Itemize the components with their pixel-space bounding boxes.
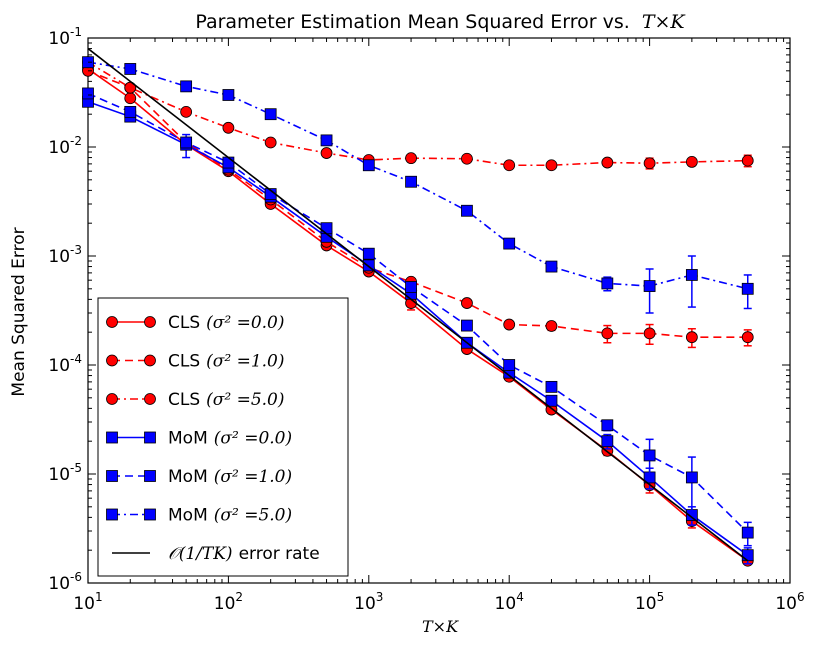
data-point	[545, 380, 558, 393]
x-tick-label: 102	[214, 590, 243, 614]
legend-marker	[106, 508, 118, 521]
data-point	[601, 435, 614, 448]
legend-label: CLS (σ² =0.0)	[168, 313, 285, 333]
plot-frame	[87, 37, 791, 584]
data-point	[741, 282, 754, 295]
y-axis-label: Mean Squared Error	[9, 227, 29, 396]
legend-marker	[144, 431, 156, 444]
data-point	[461, 319, 473, 332]
data-point	[503, 318, 516, 331]
data-point	[643, 327, 656, 340]
data-point	[461, 204, 473, 217]
legend-label: CLS (σ² =5.0)	[168, 390, 285, 410]
data-point	[461, 297, 473, 309]
data-point	[222, 121, 235, 134]
x-tick-label: 106	[775, 590, 804, 614]
data-point	[741, 154, 754, 167]
data-point	[124, 92, 137, 105]
legend-marker	[106, 354, 118, 367]
data-point	[264, 108, 277, 121]
data-point	[405, 281, 417, 293]
data-point	[601, 156, 614, 169]
data-point	[362, 247, 375, 260]
data-point	[545, 394, 558, 407]
y-tick-label: 10-5	[48, 461, 82, 485]
legend-marker	[106, 316, 118, 328]
x-axis-label: T×K	[422, 617, 459, 636]
data-point	[362, 259, 375, 272]
data-point	[461, 152, 473, 165]
data-point	[405, 152, 417, 165]
data-point	[545, 260, 558, 273]
data-point	[545, 320, 558, 332]
legend-marker	[144, 393, 156, 405]
data-point	[362, 159, 375, 172]
legend-marker	[144, 354, 156, 367]
data-point	[545, 159, 558, 172]
series-line	[87, 61, 748, 290]
legend-marker	[144, 316, 156, 328]
x-tick-label: 104	[495, 590, 524, 614]
legend-label: MoM (σ² =0.0)	[168, 429, 292, 449]
series-6	[87, 47, 749, 562]
data-point	[685, 155, 698, 168]
data-point	[685, 471, 698, 484]
legend-marker	[144, 508, 156, 521]
y-tick-label: 10-3	[48, 243, 82, 267]
data-point	[180, 80, 193, 93]
data-point	[320, 222, 333, 235]
plot-area	[82, 37, 791, 584]
data-point	[741, 331, 754, 344]
data-point	[503, 359, 516, 371]
data-point	[82, 87, 94, 100]
data-point	[503, 159, 516, 172]
x-tick-label: 105	[635, 590, 664, 614]
data-point	[741, 526, 754, 539]
x-axis: 101 102 103 104 105 106	[73, 38, 805, 614]
x-tick-label: 101	[73, 590, 102, 614]
data-point	[643, 280, 656, 292]
data-point	[503, 237, 516, 250]
series-5	[82, 56, 754, 314]
data-point	[643, 449, 656, 462]
data-point	[124, 63, 137, 75]
data-point	[320, 134, 333, 147]
legend-label: MoM (σ² =5.0)	[168, 506, 292, 526]
legend-marker	[106, 393, 118, 405]
data-point	[601, 419, 614, 432]
chart-title: Parameter Estimation Mean Squared Error …	[195, 11, 686, 33]
y-tick-label: 10-6	[48, 570, 82, 594]
data-point	[264, 136, 277, 149]
x-tick-label: 103	[354, 590, 383, 614]
legend-marker	[106, 431, 118, 444]
data-point	[180, 105, 193, 118]
legend-label: MoM (σ² =1.0)	[168, 467, 292, 487]
legend-label: 𝒪(1/TK) error rate	[168, 544, 320, 564]
data-point	[685, 269, 698, 281]
data-point	[601, 277, 614, 290]
legend: CLS (σ² =0.0) CLS (σ² =1.0) CLS (σ² =5.0) MoM(…	[97, 297, 349, 577]
series-line	[87, 47, 749, 562]
y-tick-label: 10-1	[48, 25, 82, 49]
data-point	[685, 331, 698, 344]
data-point	[124, 105, 137, 118]
data-point	[180, 136, 193, 149]
data-point	[222, 89, 235, 101]
data-point	[601, 327, 614, 340]
data-point	[320, 147, 333, 159]
data-point	[643, 157, 656, 170]
y-axis: 10-6 10-5 10-4 10-3 10-2 10-1	[48, 25, 790, 594]
legend-marker	[106, 470, 118, 482]
y-tick-label: 10-2	[48, 134, 82, 158]
legend-marker	[144, 470, 156, 482]
data-point	[405, 175, 417, 188]
series-4	[82, 87, 754, 547]
legend-label: CLS (σ² =1.0)	[168, 352, 285, 372]
data-point	[222, 156, 235, 169]
series-2	[82, 56, 754, 172]
y-tick-label: 10-4	[48, 352, 82, 376]
data-point	[741, 549, 754, 562]
